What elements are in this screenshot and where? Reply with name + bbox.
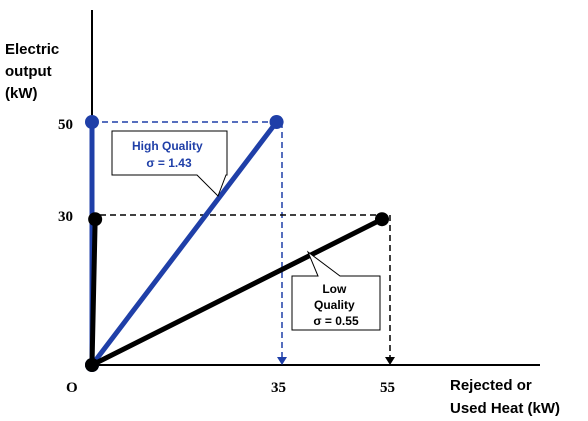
x-axis-title: Rejected or Used Heat (kW)	[450, 377, 560, 417]
x-tick-label-55: 55	[380, 380, 395, 396]
series-1-segment-1	[89, 216, 98, 368]
callout-low-quality-line-2: Quality	[314, 298, 355, 312]
callout-high-quality: High Quality σ = 1.43	[111, 130, 228, 197]
series-0-point-2	[269, 115, 284, 129]
callout-high-quality-line-2: σ = 1.43	[146, 156, 192, 170]
callout-high-quality-text: High Quality σ = 1.43	[132, 139, 206, 170]
callout-high-quality-box	[111, 130, 228, 197]
callout-low-quality-line-3: σ = 0.55	[313, 314, 359, 328]
series-0-segment-2	[89, 119, 280, 368]
callout-low-quality-box	[291, 250, 381, 331]
y-axis-title-line-3: (kW)	[5, 85, 38, 102]
series-0-point-1	[85, 115, 99, 129]
series-1-segment-2	[89, 216, 385, 368]
guide-black-arrowhead-down	[385, 357, 395, 365]
origin-label: O	[66, 380, 78, 396]
series-1-point-1	[88, 212, 103, 227]
x-axis-title-line-1: Rejected or	[450, 377, 532, 394]
series-layer	[85, 115, 389, 372]
y-tick-label-30: 30	[58, 209, 73, 225]
callout-low-quality-line-1: Low	[322, 282, 347, 296]
x-tick-label-35: 35	[271, 380, 286, 396]
y-axis-title: Electric output (kW)	[5, 41, 63, 102]
series-1-point-2	[375, 212, 389, 227]
guides-black	[100, 214, 395, 365]
x-axis-title-line-2: Used Heat (kW)	[450, 400, 560, 417]
y-tick-label-50: 50	[58, 117, 73, 133]
callout-low-quality: Low Quality σ = 0.55	[291, 250, 381, 331]
y-axis-title-line-2: output	[5, 63, 52, 80]
series-1-point-0	[85, 358, 99, 372]
callout-high-quality-line-1: High Quality	[132, 139, 203, 153]
guide-blue-arrowhead-down	[277, 357, 287, 365]
callout-low-quality-text: Low Quality σ = 0.55	[313, 282, 359, 328]
y-axis-title-line-1: Electric	[5, 41, 59, 58]
